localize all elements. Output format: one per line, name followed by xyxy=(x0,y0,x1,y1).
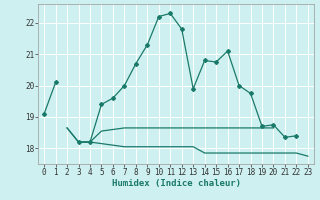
X-axis label: Humidex (Indice chaleur): Humidex (Indice chaleur) xyxy=(111,179,241,188)
